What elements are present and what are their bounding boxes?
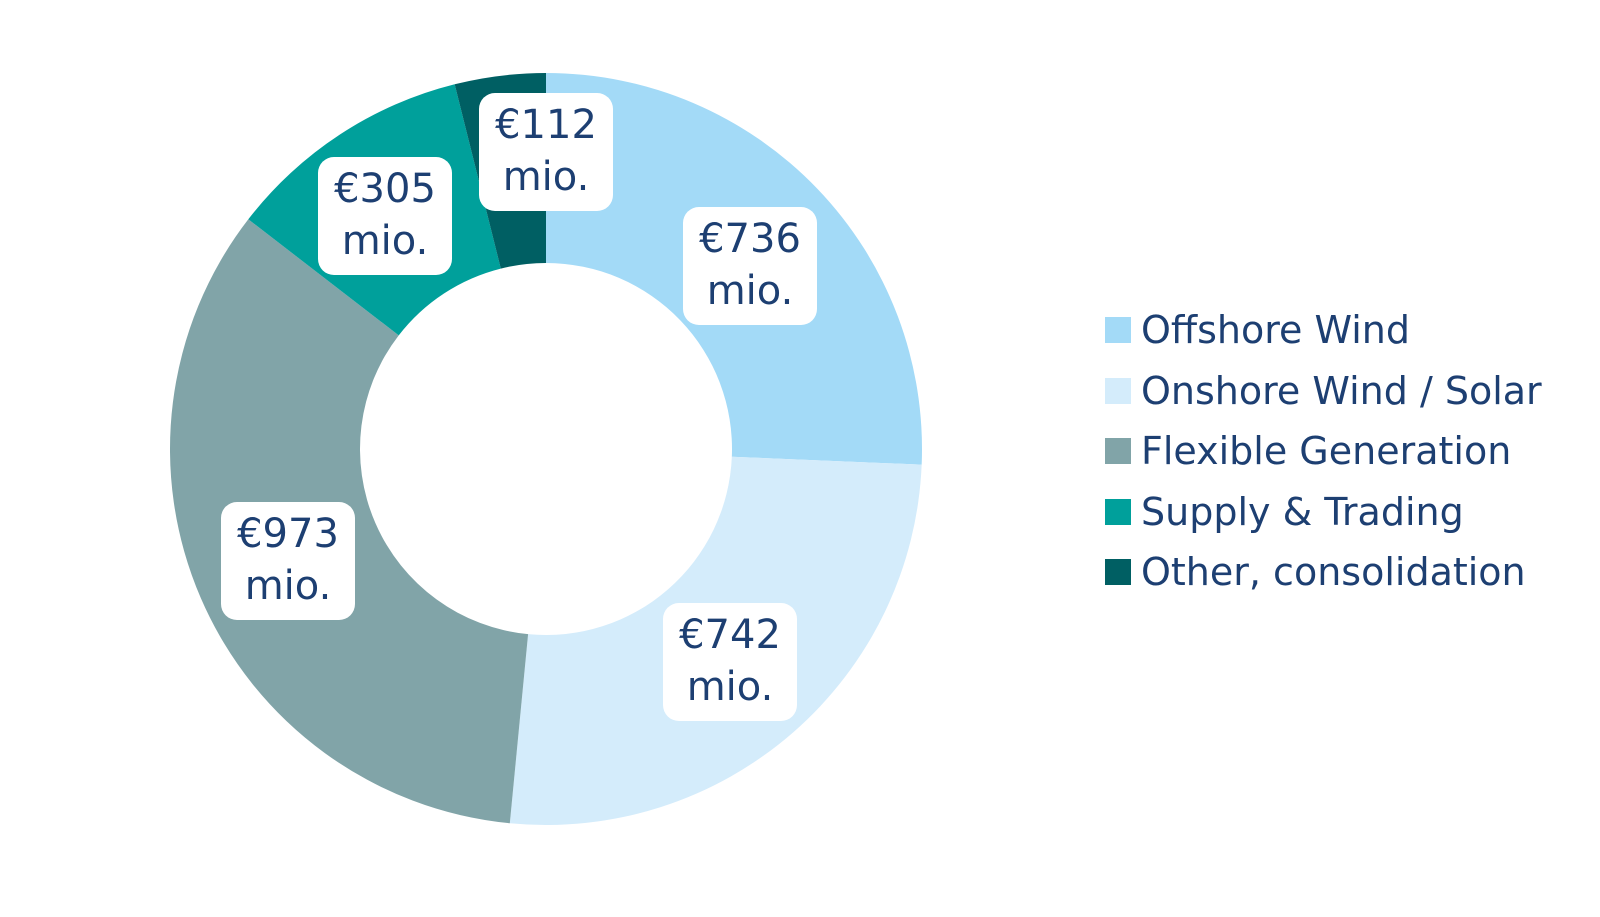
label-unit: mio. [244, 563, 332, 609]
label-value: €742 [679, 612, 781, 658]
swatch-icon [1105, 438, 1131, 465]
label-value: €973 [237, 511, 339, 557]
legend-item-supply-trading[interactable]: Supply & Trading [1105, 482, 1542, 543]
label-value: €112 [495, 102, 597, 148]
label-value: €736 [699, 216, 801, 262]
label-unit: mio. [341, 218, 429, 264]
legend: Offshore Wind Onshore Wind / Solar Flexi… [1105, 300, 1542, 603]
swatch-icon [1105, 498, 1131, 525]
legend-item-flexible-generation[interactable]: Flexible Generation [1105, 421, 1542, 482]
label-unit: mio. [706, 268, 794, 314]
legend-label: Onshore Wind / Solar [1141, 368, 1542, 413]
data-label-flexible-generation: €973 mio. [221, 502, 355, 620]
label-unit: mio. [502, 154, 590, 200]
legend-label: Offshore Wind [1141, 308, 1410, 353]
swatch-icon [1105, 377, 1131, 404]
data-label-onshore-wind-solar: €742 mio. [663, 603, 797, 721]
legend-label: Supply & Trading [1141, 489, 1464, 534]
data-label-offshore-wind: €736 mio. [683, 207, 817, 325]
legend-label: Flexible Generation [1141, 429, 1512, 474]
data-label-supply-trading: €305 mio. [318, 157, 452, 275]
swatch-icon [1105, 559, 1131, 586]
data-label-other-consolidation: €112 mio. [479, 93, 613, 211]
swatch-icon [1105, 317, 1131, 344]
legend-label: Other, consolidation [1141, 550, 1526, 595]
legend-item-onshore-wind-solar[interactable]: Onshore Wind / Solar [1105, 361, 1542, 422]
legend-item-offshore-wind[interactable]: Offshore Wind [1105, 300, 1542, 361]
legend-item-other-consolidation[interactable]: Other, consolidation [1105, 542, 1542, 603]
label-value: €305 [334, 166, 436, 212]
label-unit: mio. [686, 664, 774, 710]
